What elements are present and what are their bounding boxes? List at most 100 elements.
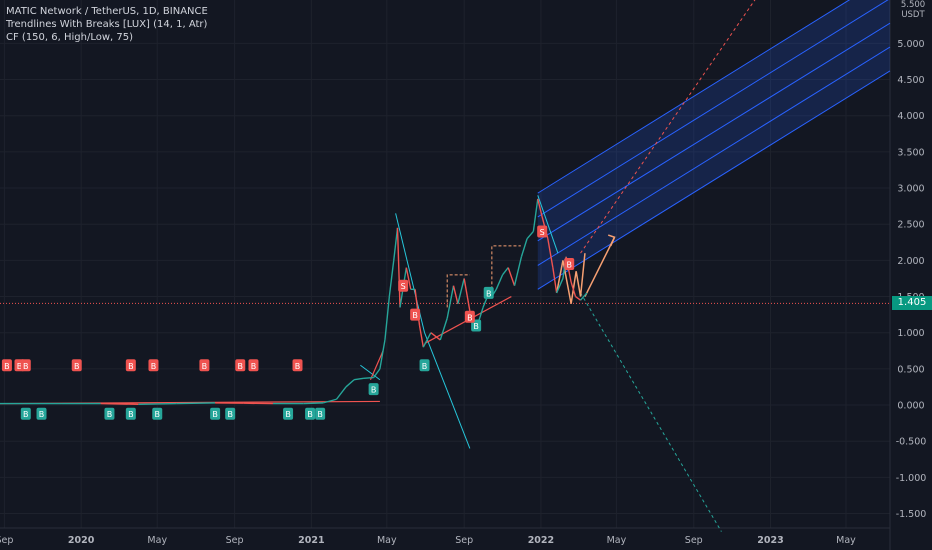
support-line-3 bbox=[369, 350, 384, 380]
signal-badge-text-4: B bbox=[128, 362, 134, 371]
y-tick-label-12: 4.500 bbox=[897, 75, 924, 86]
price-segment-11 bbox=[323, 398, 337, 404]
signal-badge-10 bbox=[20, 407, 31, 420]
signal-badge-text-0: B bbox=[4, 362, 10, 371]
signal-badge-12 bbox=[104, 407, 115, 420]
price-segment-32 bbox=[457, 278, 465, 304]
projection-zigzag bbox=[555, 253, 586, 304]
price-segment-14 bbox=[354, 377, 364, 381]
price-segment-12 bbox=[335, 386, 347, 400]
y-tick-label-2: -0.500 bbox=[896, 437, 927, 448]
price-segment-48 bbox=[547, 238, 554, 268]
signal-badge-text-1: B bbox=[17, 362, 23, 371]
price-segment-55 bbox=[580, 292, 588, 301]
x-tick-label-5: May bbox=[377, 535, 397, 546]
price-segment-31 bbox=[452, 285, 459, 304]
signal-badge-text-23: B bbox=[486, 289, 492, 298]
signal-badge-text-2: B bbox=[23, 362, 29, 371]
price-segment-5 bbox=[138, 402, 177, 406]
signal-badge-text-13: B bbox=[128, 410, 134, 419]
regression-channel-line-3 bbox=[537, 46, 891, 266]
y-tick-label-5: 1.000 bbox=[897, 328, 924, 339]
y-tick-label-11: 4.000 bbox=[897, 111, 924, 122]
signal-badge-text-6: B bbox=[202, 362, 208, 371]
signal-badge-text-14: B bbox=[154, 410, 160, 419]
signal-badge-11 bbox=[36, 407, 47, 420]
signal-badge-text-28: B bbox=[566, 261, 572, 270]
signal-badge-text-21: B bbox=[422, 362, 428, 371]
last-price-tag: 1.405 bbox=[892, 296, 932, 311]
signal-badge-text-27: S bbox=[540, 228, 545, 237]
price-segment-20 bbox=[393, 227, 399, 261]
signal-badge-23 bbox=[483, 286, 494, 299]
price-segment-17 bbox=[379, 339, 386, 369]
signal-badge-21 bbox=[419, 359, 430, 372]
cf-line-2 bbox=[424, 332, 471, 449]
cf-line-4 bbox=[537, 195, 559, 254]
price-segment-49 bbox=[552, 267, 558, 294]
signal-badge-text-24: S bbox=[401, 282, 406, 291]
signal-badge-4 bbox=[125, 359, 136, 372]
y-tick-label-3: 0.000 bbox=[897, 401, 924, 412]
price-segment-28 bbox=[430, 332, 441, 341]
y-tick-label-7: 2.000 bbox=[897, 256, 924, 267]
y-tick-label-1: -1.000 bbox=[896, 473, 927, 484]
y-tick-label-10: 3.500 bbox=[897, 147, 924, 158]
signal-badge-20 bbox=[368, 383, 379, 396]
x-tick-label-8: May bbox=[607, 535, 627, 546]
signal-badge-text-5: B bbox=[151, 362, 157, 371]
indicator-trendlines-label[interactable]: Trendlines With Breaks [LUX] (14, 1, Atr… bbox=[6, 19, 208, 30]
price-segment-53 bbox=[570, 281, 577, 297]
price-segment-23 bbox=[405, 267, 412, 290]
signal-badge-text-16: B bbox=[227, 410, 233, 419]
price-segment-13 bbox=[345, 379, 355, 388]
signal-badge-6 bbox=[199, 359, 210, 372]
price-segment-46 bbox=[537, 198, 543, 218]
signal-badge-16 bbox=[225, 407, 236, 420]
signal-badge-text-3: B bbox=[74, 362, 80, 371]
price-segment-40 bbox=[501, 267, 509, 276]
y-tick-label-4: 0.500 bbox=[897, 364, 924, 375]
x-tick-label-11: May bbox=[836, 535, 856, 546]
price-segment-6 bbox=[176, 402, 216, 405]
signal-badge-text-12: B bbox=[107, 410, 113, 419]
signal-badge-0 bbox=[1, 359, 12, 372]
price-segment-29 bbox=[439, 318, 448, 341]
signal-badge-9 bbox=[292, 359, 303, 372]
signal-badge-26 bbox=[464, 310, 475, 323]
signal-badge-text-26: B bbox=[467, 313, 473, 322]
signal-badge-24 bbox=[398, 279, 409, 292]
regression-channel-fill bbox=[537, 0, 890, 290]
symbol-title[interactable]: MATIC Network / TetherUS, 1D, BINANCE bbox=[6, 6, 208, 17]
signal-badge-14 bbox=[152, 407, 163, 420]
signal-badge-28 bbox=[564, 258, 575, 270]
signal-badge-13 bbox=[125, 407, 136, 420]
signal-badge-text-9: B bbox=[295, 362, 301, 371]
x-tick-label-2: May bbox=[147, 535, 167, 546]
signal-badge-text-11: B bbox=[39, 410, 45, 419]
x-tick-label-1: 2020 bbox=[68, 535, 95, 546]
y-tick-label-8: 2.500 bbox=[897, 220, 924, 231]
price-segment-54 bbox=[575, 295, 581, 301]
signal-badge-5 bbox=[148, 359, 159, 372]
y-tick-label-0: -1.500 bbox=[896, 509, 927, 520]
signal-badge-3 bbox=[71, 359, 82, 372]
price-segment-43 bbox=[520, 238, 528, 257]
signal-badge-text-15: B bbox=[212, 410, 218, 419]
x-tick-label-10: 2023 bbox=[757, 535, 783, 546]
regression-channel-line-4 bbox=[537, 70, 891, 290]
pattern-box-2 bbox=[491, 245, 521, 290]
price-segment-33 bbox=[463, 278, 471, 312]
price-axis-unit-label: USDT bbox=[901, 10, 925, 20]
x-tick-label-7: 2022 bbox=[528, 535, 554, 546]
indicator-cf-label[interactable]: CF (150, 6, High/Low, 75) bbox=[6, 32, 134, 43]
signal-badge-27 bbox=[537, 225, 548, 238]
y-tick-label-9: 3.000 bbox=[897, 184, 924, 195]
x-tick-label-9: Sep bbox=[685, 535, 703, 546]
price-segment-44 bbox=[526, 230, 534, 240]
price-segment-45 bbox=[532, 198, 539, 232]
price-axis-top-label: 5.500 bbox=[900, 0, 926, 10]
price-segment-30 bbox=[446, 285, 455, 319]
